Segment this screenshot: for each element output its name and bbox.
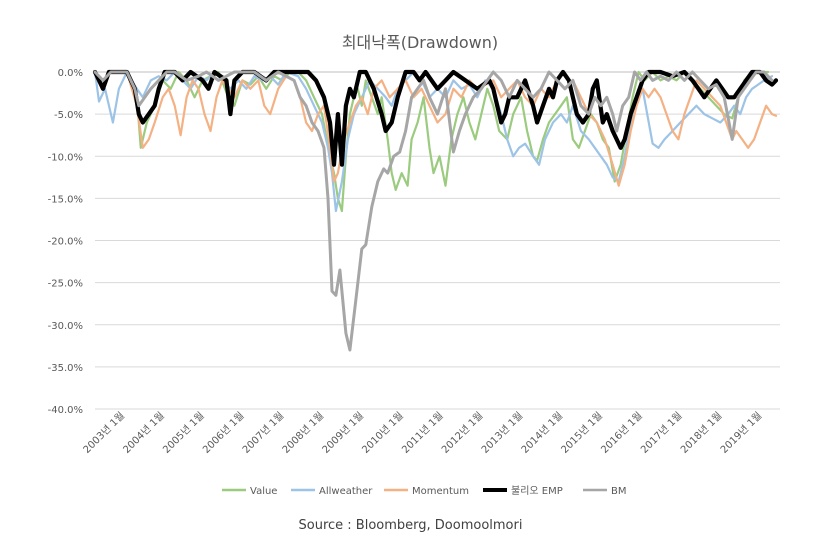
x-tick-label: 2010년 1월 — [360, 410, 406, 456]
x-tick-label: 2009년 1월 — [320, 410, 366, 456]
legend-label: Value — [250, 486, 277, 497]
series-line-3 — [92, 69, 779, 167]
legend-label: BM — [611, 486, 627, 497]
x-tick-label: 2005년 1월 — [161, 410, 207, 456]
y-tick-label: -40.0% — [48, 405, 83, 416]
x-tick-label: 2014년 1월 — [519, 410, 565, 456]
y-tick-label: -20.0% — [48, 237, 83, 248]
x-tick-label: 2006년 1월 — [200, 410, 246, 456]
x-tick-label: 2003년 1월 — [81, 410, 127, 456]
legend: Value Allweather Momentum 불리오 EMP BM — [222, 485, 627, 497]
x-tick-label: 2019년 1월 — [718, 410, 764, 456]
y-tick-label: -15.0% — [48, 194, 83, 205]
legend-label: Allweather — [319, 486, 373, 497]
y-tick-label: -5.0% — [54, 110, 83, 121]
series-line-0 — [93, 70, 770, 213]
x-tick-label: 2011년 1월 — [399, 410, 445, 456]
y-tick-label: -10.0% — [48, 152, 83, 163]
series-line-4 — [93, 70, 774, 352]
x-tick-label: 2017년 1월 — [638, 410, 684, 456]
x-tick-label: 2007년 1월 — [240, 410, 286, 456]
y-tick-label: 0.0% — [58, 68, 83, 79]
x-tick-label: 2018년 1월 — [678, 410, 724, 456]
x-tick-label: 2013년 1월 — [479, 410, 525, 456]
y-axis: 0.0% -5.0% -10.0% -15.0% -20.0% -25.0% -30.0% -… — [48, 68, 83, 416]
source-caption: Source : Bloomberg, Doomoolmori — [298, 518, 523, 533]
chart-title: 최대낙폭(Drawdown) — [342, 33, 498, 52]
legend-label: 불리오 EMP — [511, 485, 563, 497]
x-tick-label: 2016년 1월 — [599, 410, 645, 456]
y-tick-label: -25.0% — [48, 279, 83, 290]
legend-label: Momentum — [412, 486, 469, 497]
series-line-2 — [93, 70, 778, 187]
x-tick-label: 2008년 1월 — [280, 410, 326, 456]
series-lines — [92, 69, 779, 352]
y-tick-label: -35.0% — [48, 363, 83, 374]
x-tick-label: 2012년 1월 — [439, 410, 485, 456]
y-tick-label: -30.0% — [48, 321, 83, 332]
gridlines — [95, 71, 780, 410]
x-tick-label: 2004년 1월 — [121, 410, 167, 456]
x-tick-label: 2015년 1월 — [559, 410, 605, 456]
